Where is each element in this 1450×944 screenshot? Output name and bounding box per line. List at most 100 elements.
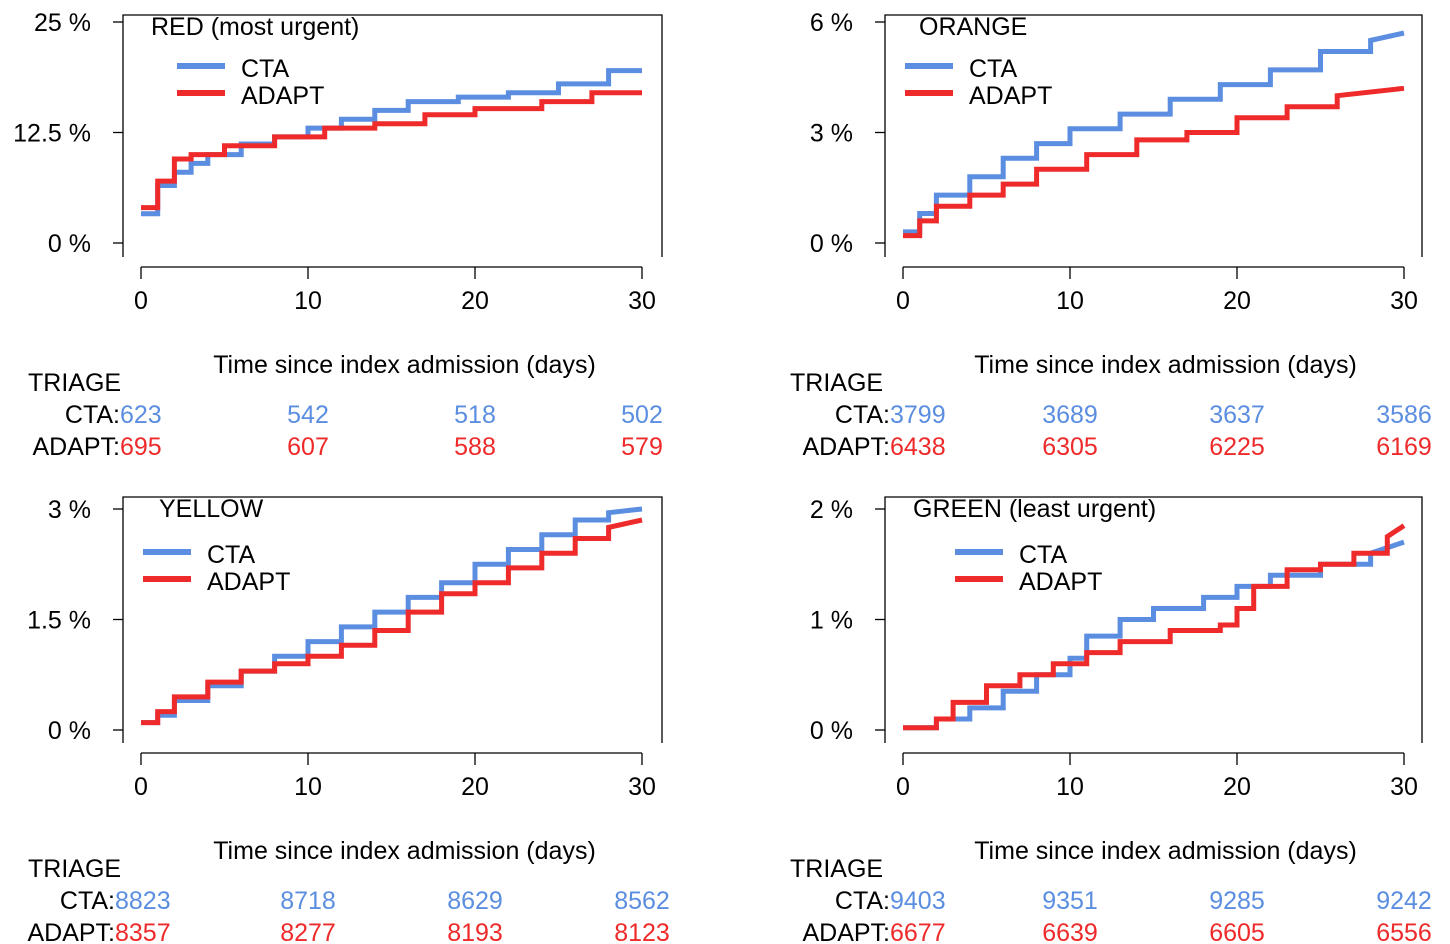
risk-table-header: TRIAGE bbox=[790, 855, 883, 883]
risk-table-value: 8277 bbox=[280, 919, 336, 944]
risk-table-value: 8562 bbox=[614, 887, 670, 915]
chart-panel-3: 0 % 1.5 % 3 % 0 10 20 30 Time since index admis… bbox=[27, 495, 670, 944]
x-tick-label: 10 bbox=[294, 773, 322, 801]
plot-frame bbox=[884, 14, 1423, 257]
risk-table-row-label: CTA: bbox=[835, 401, 890, 429]
x-tick-label: 20 bbox=[461, 287, 489, 315]
risk-table-value: 9285 bbox=[1209, 887, 1265, 915]
y-tick-label: 0 % bbox=[48, 717, 91, 745]
risk-table-header: TRIAGE bbox=[28, 369, 121, 397]
risk-table-value: 9351 bbox=[1042, 887, 1098, 915]
y-tick-label: 0 % bbox=[810, 717, 853, 745]
risk-table-value: 6225 bbox=[1209, 433, 1265, 461]
chart-title: RED (most urgent) bbox=[151, 13, 359, 41]
x-tick-label: 20 bbox=[461, 773, 489, 801]
risk-table-value: 3689 bbox=[1042, 401, 1098, 429]
legend-label: ADAPT bbox=[207, 568, 290, 596]
y-tick-label: 3 % bbox=[48, 496, 91, 524]
y-tick-label: 1.5 % bbox=[27, 607, 91, 635]
chart-panel-4: 0 % 1 % 2 % 0 10 20 30 Time since index admissi… bbox=[790, 495, 1432, 944]
legend-label: CTA bbox=[969, 55, 1017, 83]
legend-label: ADAPT bbox=[241, 82, 324, 110]
x-tick-label: 20 bbox=[1223, 773, 1251, 801]
series-line-cta bbox=[903, 30, 1405, 235]
risk-table-value: 6639 bbox=[1042, 919, 1098, 944]
legend-label: ADAPT bbox=[1019, 568, 1102, 596]
risk-table-row-label: ADAPT: bbox=[802, 919, 890, 944]
risk-table-row-label: ADAPT: bbox=[27, 919, 115, 944]
risk-table-value: 8629 bbox=[447, 887, 503, 915]
x-tick-label: 10 bbox=[294, 287, 322, 315]
risk-table-value: 3637 bbox=[1209, 401, 1265, 429]
x-tick-label: 0 bbox=[896, 287, 910, 315]
risk-table-value: 607 bbox=[287, 433, 329, 461]
risk-table-value: 6677 bbox=[890, 919, 946, 944]
x-axis-title: Time since index admission (days) bbox=[974, 351, 1357, 379]
chart-title: ORANGE bbox=[919, 13, 1027, 41]
series-line-cta bbox=[903, 539, 1405, 731]
x-tick-label: 20 bbox=[1223, 287, 1251, 315]
chart-title: YELLOW bbox=[159, 495, 264, 523]
risk-table-value: 6305 bbox=[1042, 433, 1098, 461]
risk-table-row-label: CTA: bbox=[835, 887, 890, 915]
x-tick-label: 0 bbox=[896, 773, 910, 801]
risk-table-row-label: ADAPT: bbox=[32, 433, 120, 461]
legend-label: CTA bbox=[1019, 541, 1067, 569]
risk-table-header: TRIAGE bbox=[28, 855, 121, 883]
risk-table-value: 542 bbox=[287, 401, 329, 429]
risk-table-value: 623 bbox=[120, 401, 162, 429]
x-axis-title: Time since index admission (days) bbox=[213, 837, 596, 865]
legend-label: CTA bbox=[241, 55, 289, 83]
risk-table-value: 3586 bbox=[1376, 401, 1432, 429]
risk-table-value: 579 bbox=[621, 433, 663, 461]
risk-table-value: 8123 bbox=[614, 919, 670, 944]
y-tick-label: 2 % bbox=[810, 496, 853, 524]
plot-frame bbox=[122, 14, 663, 257]
x-tick-label: 30 bbox=[1390, 773, 1418, 801]
y-tick-label: 0 % bbox=[48, 230, 91, 258]
risk-table-value: 695 bbox=[120, 433, 162, 461]
x-tick-label: 30 bbox=[628, 287, 656, 315]
x-tick-label: 30 bbox=[1390, 287, 1418, 315]
x-tick-label: 0 bbox=[134, 287, 148, 315]
risk-table-value: 502 bbox=[621, 401, 663, 429]
risk-table-value: 518 bbox=[454, 401, 496, 429]
risk-table-value: 9403 bbox=[890, 887, 946, 915]
series-line-adapt bbox=[903, 85, 1405, 239]
risk-table-value: 6438 bbox=[890, 433, 946, 461]
plot-frame bbox=[122, 496, 663, 743]
risk-table-value: 3799 bbox=[890, 401, 946, 429]
x-tick-label: 10 bbox=[1056, 773, 1084, 801]
risk-table-value: 6169 bbox=[1376, 433, 1432, 461]
risk-table-value: 8718 bbox=[280, 887, 336, 915]
risk-table-row-label: ADAPT: bbox=[802, 433, 890, 461]
risk-table-value: 6605 bbox=[1209, 919, 1265, 944]
chart-title: GREEN (least urgent) bbox=[913, 495, 1156, 523]
risk-table-value: 6556 bbox=[1376, 919, 1432, 944]
chart-panel-1: 0 % 12.5 % 25 % 0 10 20 30 Time since index adm… bbox=[13, 9, 663, 461]
legend-label: CTA bbox=[207, 541, 255, 569]
y-tick-label: 6 % bbox=[810, 9, 853, 37]
risk-table-value: 8823 bbox=[115, 887, 171, 915]
y-tick-label: 3 % bbox=[810, 120, 853, 148]
x-tick-label: 0 bbox=[134, 773, 148, 801]
y-tick-label: 12.5 % bbox=[13, 120, 91, 148]
x-axis-title: Time since index admission (days) bbox=[213, 351, 596, 379]
risk-table-header: TRIAGE bbox=[790, 369, 883, 397]
x-tick-label: 30 bbox=[628, 773, 656, 801]
chart-panel-2: 0 % 3 % 6 % 0 10 20 30 Time since index admissi… bbox=[790, 9, 1432, 461]
risk-table-value: 8357 bbox=[115, 919, 171, 944]
y-tick-label: 1 % bbox=[810, 607, 853, 635]
x-axis-title: Time since index admission (days) bbox=[974, 837, 1357, 865]
series-line-adapt bbox=[141, 517, 643, 726]
risk-table-value: 588 bbox=[454, 433, 496, 461]
series-line-adapt bbox=[903, 523, 1406, 731]
risk-table-row-label: CTA: bbox=[65, 401, 120, 429]
risk-table-row-label: CTA: bbox=[60, 887, 115, 915]
y-tick-label: 25 % bbox=[34, 9, 91, 37]
risk-table-value: 8193 bbox=[447, 919, 503, 944]
x-tick-label: 10 bbox=[1056, 287, 1084, 315]
y-tick-label: 0 % bbox=[810, 230, 853, 258]
legend-label: ADAPT bbox=[969, 82, 1052, 110]
